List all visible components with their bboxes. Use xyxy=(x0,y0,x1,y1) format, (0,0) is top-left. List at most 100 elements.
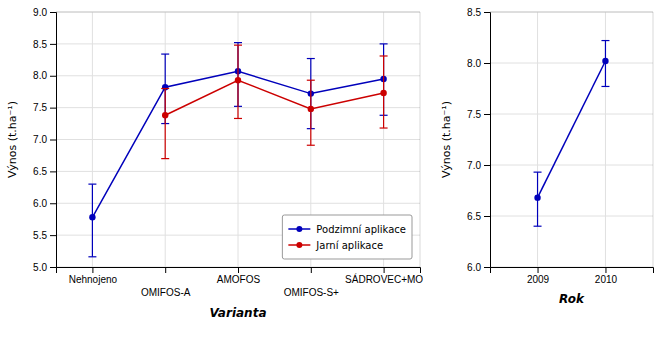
axis-line xyxy=(50,13,57,268)
grid xyxy=(490,12,653,267)
error-bar xyxy=(601,41,609,87)
error-bar xyxy=(380,56,388,128)
grid-line-x xyxy=(165,12,166,267)
axis-line xyxy=(484,13,491,268)
tick: 7.5 xyxy=(33,102,56,113)
chart-root: 5.05.56.06.57.07.58.08.59.0NehnojenoOMIF… xyxy=(0,0,665,352)
tick: 7.5 xyxy=(467,109,490,120)
grid-line-x xyxy=(238,12,239,267)
tick: 6.0 xyxy=(467,262,490,273)
panel: 6.0 6.5 7.0 7.5 8.0 8.5 2009 2010 Rok Výnos (t.ha… xyxy=(440,7,654,306)
tick: 2010 xyxy=(595,267,618,285)
tick-mark xyxy=(538,267,539,273)
grid-line-y xyxy=(490,165,653,166)
error-bar-cap xyxy=(380,43,388,44)
tick-mark xyxy=(50,267,56,268)
error-bar-cap xyxy=(601,86,609,87)
grid-line-y xyxy=(490,12,653,13)
error-bar-cap xyxy=(534,226,542,227)
point xyxy=(89,214,95,220)
tick-mark xyxy=(50,171,56,172)
error-bar-cap xyxy=(234,42,242,43)
y-axis-title: Výnos (t.ha⁻¹) xyxy=(440,101,453,178)
error-bar xyxy=(307,80,315,145)
error-bar-cap xyxy=(380,127,388,128)
panel: 5.05.56.06.57.07.58.08.59.0NehnojenoOMIF… xyxy=(6,7,423,320)
error-bar-cap xyxy=(307,58,315,59)
y-axis: 5.05.56.06.57.07.58.08.59.0 xyxy=(33,7,56,273)
error-bar-line xyxy=(165,89,166,159)
y-axis: 6.0 6.5 7.0 7.5 8.0 8.5 xyxy=(467,7,490,273)
tick-label: 8.5 xyxy=(33,39,47,50)
grid-line-y xyxy=(490,63,653,64)
tick: 6.5 xyxy=(33,166,56,177)
tick-mark xyxy=(50,12,56,13)
error-bar-cap xyxy=(234,118,242,119)
tick-label: 2010 xyxy=(595,274,618,285)
tick-label: 6.5 xyxy=(33,166,47,177)
tick-label: OMIFOS-S+ xyxy=(284,287,339,298)
tick: AMOFOS xyxy=(217,267,261,285)
tick-label: 8.5 xyxy=(467,7,481,18)
tick-mark xyxy=(484,216,490,217)
grid xyxy=(56,12,420,267)
frame-right xyxy=(653,12,654,267)
tick: 7.0 xyxy=(33,134,56,145)
error-bar-cap xyxy=(88,256,96,257)
point xyxy=(534,194,540,200)
grid-line-x xyxy=(605,12,606,267)
error-bar-cap xyxy=(234,45,242,46)
error-bar-cap xyxy=(601,40,609,41)
tick: SÁDROVEC+MO xyxy=(345,267,423,285)
tick-mark xyxy=(484,114,490,115)
legend-swatch-marker xyxy=(296,242,302,248)
tick-label: 8.0 xyxy=(33,70,47,81)
axis-line xyxy=(491,268,654,274)
frame-top xyxy=(56,12,420,13)
tick: 8.5 xyxy=(33,39,56,50)
x-axis: 2009 2010 xyxy=(491,267,654,285)
tick-mark xyxy=(92,267,93,273)
error-bar-line xyxy=(310,80,311,145)
point xyxy=(602,58,608,64)
error-bar-cap xyxy=(161,53,169,54)
tick-label: SÁDROVEC+MO xyxy=(345,273,423,285)
error-bar-cap xyxy=(161,88,169,89)
error-bar xyxy=(534,172,542,226)
y-axis-title: Výnos (t.ha⁻¹) xyxy=(6,101,19,178)
tick: 2009 xyxy=(527,267,550,285)
tick: 8.0 xyxy=(33,70,56,81)
tick: OMIFOS-A xyxy=(141,267,191,298)
tick-mark xyxy=(238,267,239,273)
line xyxy=(165,80,383,115)
legend: Podzimní aplikaceJarní aplikace xyxy=(282,215,412,259)
tick-label: OMIFOS-A xyxy=(141,287,191,298)
axis-line xyxy=(57,268,421,274)
frame-right xyxy=(420,12,421,267)
error-bar-cap xyxy=(88,184,96,185)
tick: 9.0 xyxy=(33,7,56,18)
tick-mark xyxy=(605,267,606,273)
tick-mark xyxy=(484,267,490,268)
tick-mark xyxy=(50,203,56,204)
x-axis-title: Rok xyxy=(559,292,585,306)
tick-label: 6.0 xyxy=(33,198,47,209)
tick-label: 8.0 xyxy=(467,58,481,69)
tick: 6.5 xyxy=(467,211,490,222)
grid-line-y xyxy=(56,12,420,13)
error-bar-cap xyxy=(307,80,315,81)
error-bar-cap xyxy=(534,172,542,173)
tick-label: 9.0 xyxy=(33,7,47,18)
tick: 7.0 xyxy=(467,160,490,171)
tick-label: 7.5 xyxy=(467,109,481,120)
tick-mark xyxy=(50,76,56,77)
tick-mark xyxy=(384,267,385,273)
tick: Nehnojeno xyxy=(69,267,118,285)
grid-line-x xyxy=(537,12,538,267)
tick-mark xyxy=(50,140,56,141)
tick: 8.5 xyxy=(467,7,490,18)
point xyxy=(380,90,386,96)
series xyxy=(534,41,610,227)
tick-label: AMOFOS xyxy=(217,274,261,285)
tick: 6.0 xyxy=(33,198,56,209)
